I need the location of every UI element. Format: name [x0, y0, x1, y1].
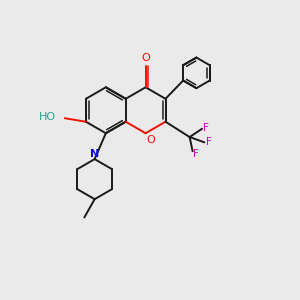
- Text: F: F: [193, 149, 199, 159]
- Text: F: F: [203, 123, 209, 133]
- Text: N: N: [90, 149, 99, 159]
- Text: F: F: [206, 137, 212, 147]
- Text: HO: HO: [39, 112, 56, 122]
- Text: O: O: [141, 52, 150, 62]
- Text: O: O: [146, 135, 155, 145]
